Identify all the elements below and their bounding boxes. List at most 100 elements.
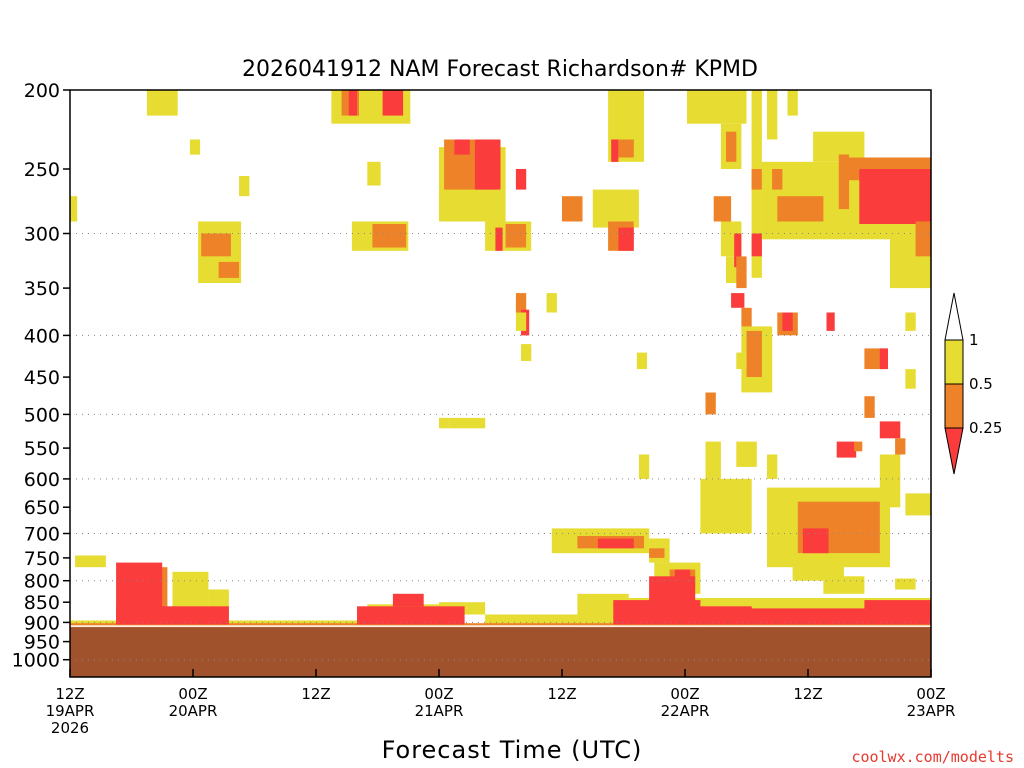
y-tick-label-500: 500 <box>24 404 60 426</box>
y-tick-label-600: 600 <box>24 469 60 491</box>
ri-region-97 <box>674 569 691 581</box>
x-tick-label-48-1: 12Z <box>547 685 576 703</box>
ri-region-88 <box>802 528 829 554</box>
ri-region-12 <box>367 161 381 186</box>
ri-region-31 <box>592 189 639 228</box>
richardson-cells <box>70 90 932 628</box>
y-tick-label-900: 900 <box>24 612 60 634</box>
ri-region-42 <box>713 196 732 222</box>
ri-region-112 <box>116 606 229 625</box>
ri-region-61 <box>777 196 824 222</box>
ri-region-28 <box>546 293 557 313</box>
y-tick-label-200: 200 <box>24 80 60 102</box>
legend-arrow-bottom <box>944 427 964 475</box>
ri-region-41 <box>751 90 762 140</box>
ri-region-64 <box>859 169 932 224</box>
legend-arrow-top <box>944 292 964 341</box>
ri-region-33 <box>618 227 634 251</box>
ri-region-20 <box>474 139 501 190</box>
x-tick-label-36-2: 21APR <box>415 702 464 720</box>
y-tick-label-400: 400 <box>24 325 60 347</box>
ri-region-65 <box>915 221 931 257</box>
ri-region-54 <box>751 169 762 190</box>
ri-region-0 <box>70 196 78 222</box>
pressure-axis: 200 250 300 350 400 450 500 550 600 650 7007508008… <box>12 80 70 672</box>
ri-region-62 <box>838 154 850 210</box>
ri-region-58 <box>813 131 865 162</box>
watermark: coolwx.com/modelts <box>851 748 1014 766</box>
ri-region-67 <box>782 312 793 331</box>
ri-region-73 <box>864 396 875 418</box>
ri-region-98 <box>823 576 865 594</box>
ri-region-46 <box>736 256 747 289</box>
y-tick-label-350: 350 <box>24 278 60 300</box>
ri-region-69 <box>905 312 916 331</box>
ri-region-56 <box>787 90 798 116</box>
ri-region-116 <box>649 576 696 603</box>
legend-bin-0.25-0.5 <box>944 383 964 429</box>
y-tick-label-1000: 1000 <box>12 650 60 672</box>
ri-region-79 <box>905 493 931 516</box>
ri-region-83 <box>700 478 752 534</box>
ri-region-50 <box>746 330 762 377</box>
x-tick-label-12-1: 00Z <box>178 685 207 703</box>
y-tick-label-450: 450 <box>24 367 60 389</box>
y-tick-label-550: 550 <box>24 438 60 460</box>
plot-frame <box>69 89 932 678</box>
x-axis-label: Forecast Time (UTC) <box>382 736 643 764</box>
ri-region-81 <box>705 441 721 479</box>
ri-region-99 <box>895 578 916 590</box>
x-tick-label-0-2: 19APR <box>46 702 95 720</box>
ri-region-15 <box>439 417 450 429</box>
ri-region-68 <box>826 312 835 331</box>
ri-region-114 <box>392 593 424 607</box>
ri-region-74 <box>879 421 901 439</box>
ri-region-70 <box>864 348 885 370</box>
ri-region-84 <box>736 441 757 467</box>
ri-region-72 <box>905 369 916 389</box>
ri-region-7 <box>239 176 250 197</box>
ri-region-89 <box>792 557 844 581</box>
ri-region-11 <box>382 90 404 116</box>
x-tick-label-0-1: 12Z <box>55 685 84 703</box>
ri-region-77 <box>854 441 863 452</box>
ri-region-110 <box>70 623 931 628</box>
y-tick-label-800: 800 <box>24 571 60 593</box>
ri-region-118 <box>746 608 931 625</box>
ri-region-10 <box>348 90 357 116</box>
legend-label-0: 1 <box>969 331 979 349</box>
ri-region-2 <box>146 90 178 116</box>
y-tick-label-650: 650 <box>24 497 60 519</box>
ri-region-5 <box>201 233 231 257</box>
ri-region-117 <box>695 606 752 625</box>
ri-region-55 <box>767 90 778 140</box>
ri-region-3 <box>189 139 201 155</box>
ri-region-21 <box>515 169 527 190</box>
x-tick-label-0-3: 2026 <box>51 719 89 737</box>
ri-region-6 <box>218 261 240 278</box>
ri-region-1 <box>75 555 106 568</box>
ri-region-119 <box>864 600 931 611</box>
ri-region-25 <box>515 293 527 313</box>
ri-region-47 <box>731 293 745 308</box>
ri-region-38 <box>687 90 747 124</box>
y-tick-label-250: 250 <box>24 159 60 181</box>
x-tick-label-60-1: 00Z <box>670 685 699 703</box>
x-tick-label-24-1: 12Z <box>301 685 330 703</box>
ri-region-40 <box>726 131 737 162</box>
x-tick-label-36-1: 00Z <box>424 685 453 703</box>
ri-region-16 <box>449 417 486 429</box>
ri-region-53 <box>751 233 762 257</box>
ri-region-52 <box>751 131 762 278</box>
x-tick-label-12-2: 20APR <box>169 702 218 720</box>
ri-region-115 <box>613 600 701 625</box>
y-tick-label-750: 750 <box>24 548 60 570</box>
ri-region-94 <box>649 548 665 558</box>
ri-region-37 <box>636 352 647 370</box>
ri-region-23 <box>505 224 527 248</box>
chart-title: 2026041912 NAM Forecast Richardson# KPMD <box>242 57 758 82</box>
y-tick-label-700: 700 <box>24 524 60 546</box>
